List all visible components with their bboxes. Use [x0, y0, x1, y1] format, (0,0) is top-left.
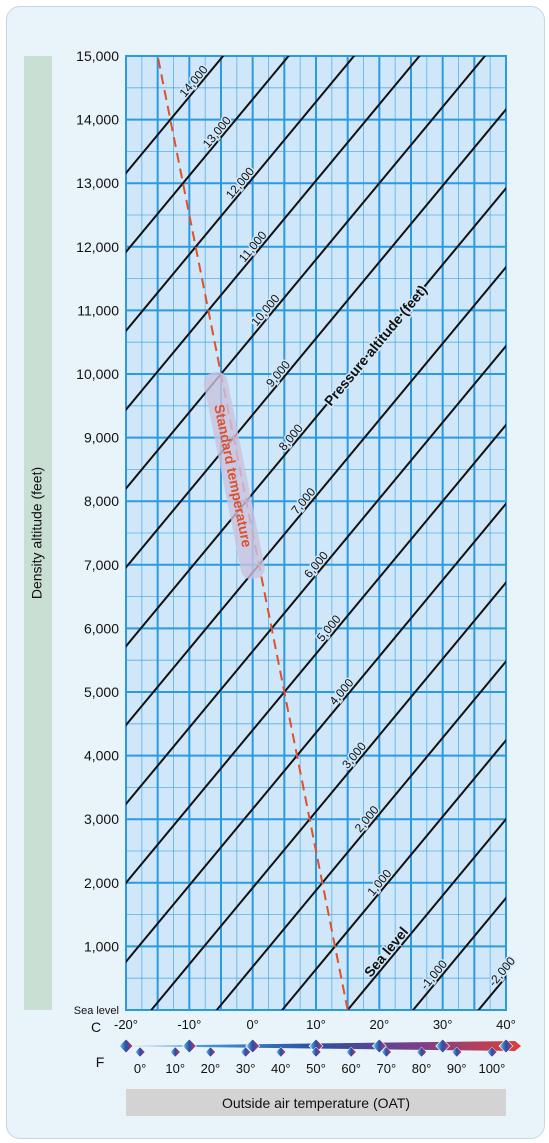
y-tick-label: 7,000 — [84, 557, 119, 573]
fahrenheit-tick-label: 10° — [165, 1061, 185, 1076]
x-axis-title-band — [126, 1089, 506, 1116]
fahrenheit-marker — [275, 1046, 287, 1058]
y-tick-label: 9,000 — [84, 430, 119, 446]
y-tick-labels: Sea level 1,000 2,000 3,000 4,000 5,000 6,000 7… — [74, 48, 119, 1017]
y-tick-label: 13,000 — [76, 175, 119, 191]
celsius-label: C — [91, 1019, 101, 1035]
celsius-tick-label: 10° — [306, 1017, 326, 1032]
y-tick-label: 14,000 — [76, 112, 119, 128]
y-tick-label: 5,000 — [84, 684, 119, 700]
fahrenheit-marker — [310, 1046, 322, 1058]
fahrenheit-marker — [381, 1046, 392, 1058]
celsius-tick-label: 0° — [246, 1017, 258, 1032]
y-tick-label: 2,000 — [84, 875, 119, 891]
celsius-tick-label: 30° — [433, 1017, 453, 1032]
fahrenheit-tick-label: 40° — [271, 1061, 291, 1076]
y-tick-label: 10,000 — [76, 366, 119, 382]
celsius-tick-label: 20° — [369, 1017, 389, 1032]
fahrenheit-tick-label: 80° — [412, 1061, 432, 1076]
temperature-scale-markers — [118, 1038, 514, 1058]
fahrenheit-marker — [134, 1046, 146, 1058]
celsius-tick-label: -10° — [177, 1017, 201, 1032]
fahrenheit-tick-label: 20° — [201, 1061, 221, 1076]
celsius-marker — [371, 1038, 387, 1054]
celsius-marker — [498, 1038, 514, 1054]
y-tick-label: Sea level — [74, 1005, 119, 1017]
fahrenheit-tick-label: 50° — [306, 1061, 326, 1076]
x-axis-title: Outside air temperature (OAT) — [222, 1095, 410, 1111]
y-axis-title: Density altitude (feet) — [29, 467, 45, 599]
y-tick-label: 11,000 — [77, 302, 119, 318]
fahrenheit-marker — [486, 1046, 498, 1058]
celsius-tick-label: 40° — [496, 1017, 516, 1032]
y-tick-label: 15,000 — [76, 48, 119, 64]
fahrenheit-tick-label: 30° — [236, 1061, 256, 1076]
fahrenheit-tick-label: 90° — [447, 1061, 467, 1076]
fahrenheit-marker — [240, 1046, 251, 1058]
y-tick-label: 1,000 — [84, 938, 119, 954]
y-tick-label: 8,000 — [84, 493, 119, 509]
y-axis-title-band — [24, 56, 52, 1010]
fahrenheit-marker — [345, 1046, 357, 1058]
celsius-marker — [118, 1038, 134, 1054]
y-tick-label: 6,000 — [84, 620, 119, 636]
celsius-marker — [435, 1038, 451, 1054]
fahrenheit-marker — [451, 1046, 463, 1058]
plot-border — [125, 55, 507, 1011]
fahrenheit-tick-label: 70° — [377, 1061, 397, 1076]
fahrenheit-tick-label: 60° — [341, 1061, 361, 1076]
fahrenheit-tick-label: 0° — [134, 1061, 146, 1076]
fahrenheit-marker — [416, 1046, 427, 1058]
fahrenheit-marker — [169, 1046, 181, 1058]
y-tick-label: 12,000 — [76, 239, 119, 255]
y-tick-label: 3,000 — [84, 811, 119, 827]
fahrenheit-label: F — [96, 1054, 105, 1070]
y-tick-label: 4,000 — [84, 748, 119, 764]
standard-temperature-label-bg — [203, 372, 265, 580]
celsius-marker — [245, 1038, 261, 1054]
fahrenheit-tick-label: 100° — [478, 1061, 505, 1076]
celsius-marker — [181, 1038, 197, 1054]
celsius-tick-label: -20° — [114, 1017, 138, 1032]
celsius-tick-labels: -20° -10° 0° 10° 20° 30° 40° — [114, 1017, 516, 1032]
fahrenheit-marker — [205, 1046, 216, 1058]
fahrenheit-tick-labels: 0° 10° 20° 30° 40° 50° 60° 70° 80° 90° 100° — [134, 1061, 506, 1076]
